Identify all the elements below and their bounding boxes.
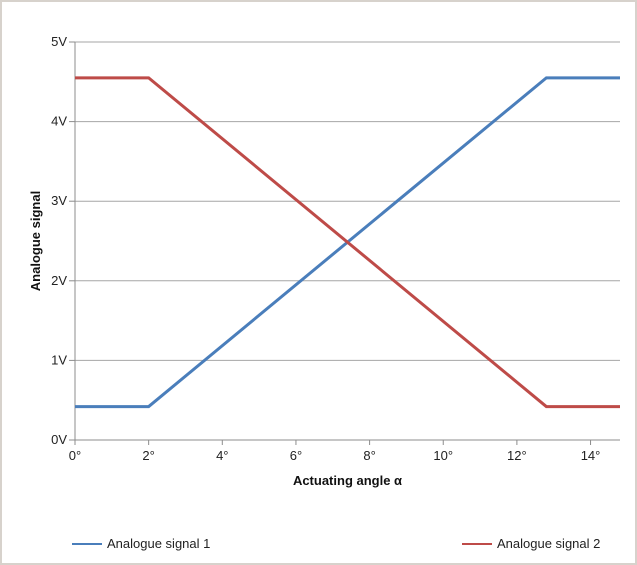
x-tick-label: 12° bbox=[507, 448, 527, 463]
y-tick-label: 3V bbox=[51, 193, 67, 208]
y-tick-label: 5V bbox=[51, 34, 67, 49]
x-tick-label: 14° bbox=[581, 448, 601, 463]
y-tick-label: 4V bbox=[51, 114, 67, 129]
y-axis-title: Analogue signal bbox=[28, 191, 43, 291]
x-tick-label: 2° bbox=[142, 448, 154, 463]
x-tick-label: 4° bbox=[216, 448, 228, 463]
x-tick-label: 10° bbox=[433, 448, 453, 463]
x-tick-label: 0° bbox=[69, 448, 81, 463]
y-tick-label: 1V bbox=[51, 352, 67, 367]
y-tick-label: 0V bbox=[51, 432, 67, 447]
x-tick-label: 6° bbox=[290, 448, 302, 463]
y-tick-label: 2V bbox=[51, 273, 67, 288]
series-line-2 bbox=[75, 76, 620, 409]
legend-label-1: Analogue signal 1 bbox=[107, 536, 210, 551]
x-axis-title: Actuating angle α bbox=[293, 473, 402, 488]
x-tick-label: 8° bbox=[363, 448, 375, 463]
legend-label-2: Analogue signal 2 bbox=[497, 536, 600, 551]
